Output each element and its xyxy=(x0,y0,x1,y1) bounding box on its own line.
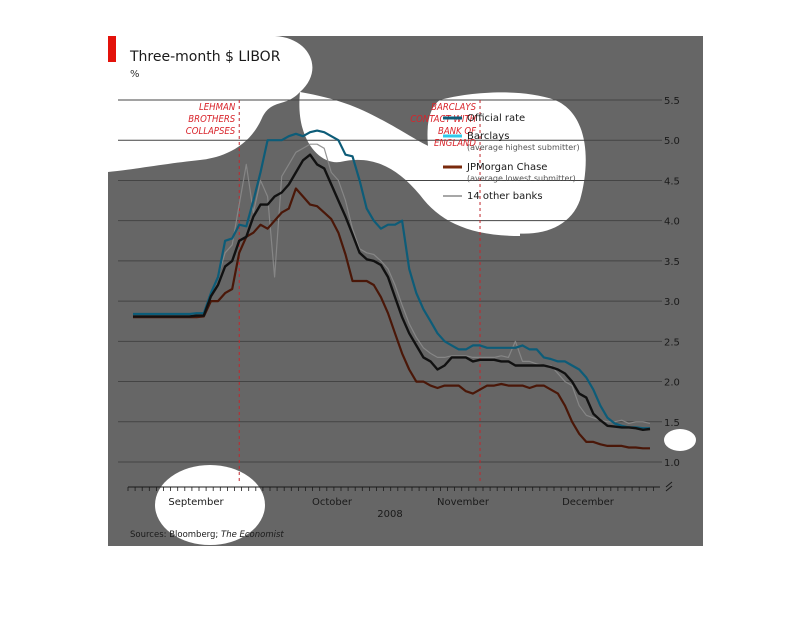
y-tick-label: 5.5 xyxy=(664,96,680,107)
series-lines xyxy=(133,129,651,450)
sources-note: Sources: Bloomberg; The Economist xyxy=(130,530,284,540)
y-axis: 5.5 5.0 4.5 4.0 3.5 3.0 2.5 2.0 1.5 1.0 xyxy=(664,96,680,469)
month-label: October xyxy=(312,497,353,508)
month-label: December xyxy=(562,497,615,508)
x-axis: September October November December 2008 xyxy=(127,481,673,520)
y-tick-label: 2.0 xyxy=(664,378,680,389)
y-tick-label: 1.5 xyxy=(664,418,680,429)
legend-sublabel-barclays: (average highest submitter) xyxy=(467,143,580,152)
chart-unit: % xyxy=(130,69,140,80)
year-label: 2008 xyxy=(377,509,402,520)
y-tick-label: 5.0 xyxy=(664,136,680,147)
legend-label-other-banks: 14 other banks xyxy=(467,191,543,202)
y-tick-label: 4.0 xyxy=(664,217,680,228)
event-label: LEHMAN xyxy=(199,102,236,113)
event-label: BARCLAYS xyxy=(431,102,476,113)
legend-label-official: Official rate xyxy=(467,113,525,124)
chart-title: Three-month $ LIBOR xyxy=(129,49,281,65)
event-label: BANK OF xyxy=(438,126,477,137)
y-tick-label: 3.5 xyxy=(664,257,680,268)
legend-label-barclays: Barclays xyxy=(467,131,509,142)
right-blob xyxy=(664,429,696,451)
series-line-official xyxy=(133,153,651,431)
axis-break-mark xyxy=(665,481,673,492)
legend-blob xyxy=(427,92,586,234)
y-tick-label: 4.5 xyxy=(664,176,680,187)
y-tick-label: 3.0 xyxy=(664,297,680,308)
event-label: BROTHERS xyxy=(188,114,236,125)
y-tick-label: 1.0 xyxy=(664,458,680,469)
legend-label-jpmorgan: JPMorgan Chase xyxy=(466,162,547,173)
bottom-blob xyxy=(155,465,265,545)
month-label: September xyxy=(168,497,224,508)
event-label: COLLAPSES xyxy=(186,126,236,137)
series-line-barclays xyxy=(133,129,650,430)
series-line-jpmorgan xyxy=(133,187,650,450)
legend: Official rate Barclays(average highest su… xyxy=(443,113,580,202)
month-label: November xyxy=(437,497,490,508)
y-tick-label: 2.5 xyxy=(664,337,680,348)
event-label: ENGLAND xyxy=(434,138,476,149)
title-blob xyxy=(108,36,313,172)
legend-sublabel-jpmorgan: (average lowest submitter) xyxy=(467,174,576,183)
title-accent-bar xyxy=(108,36,116,62)
